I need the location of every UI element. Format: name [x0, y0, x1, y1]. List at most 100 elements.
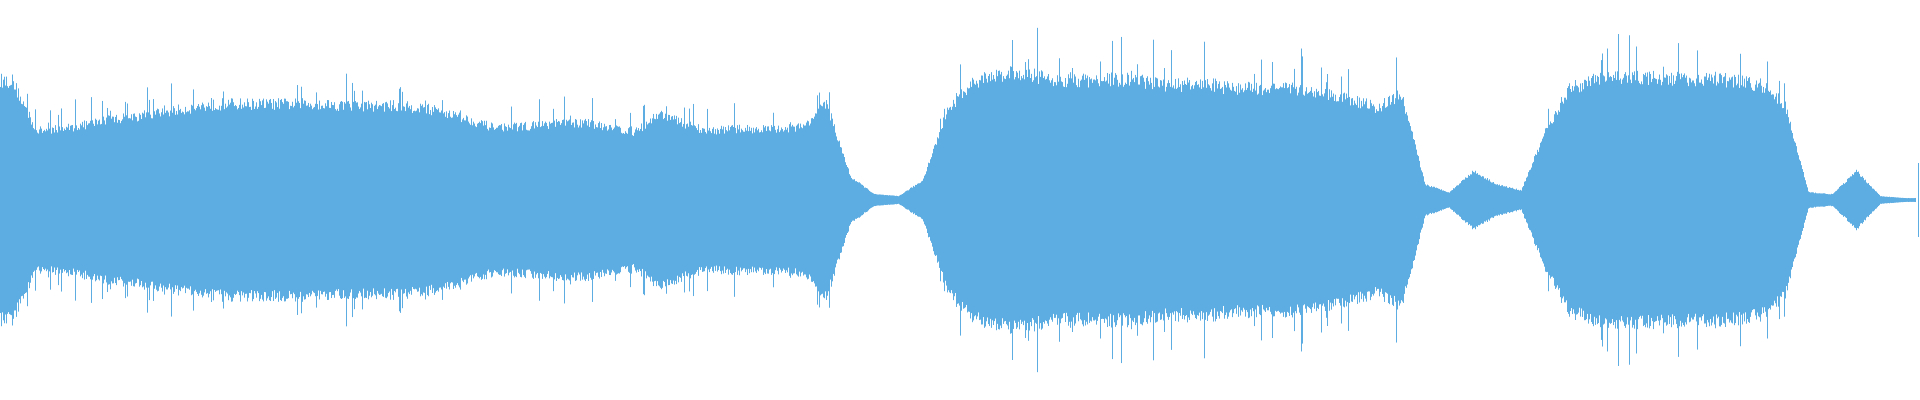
- waveform-sample: [153, 99, 154, 301]
- waveform-sample: [313, 107, 314, 293]
- waveform-sample: [102, 100, 103, 300]
- waveform-sample: [543, 125, 544, 275]
- waveform-sample: [1097, 79, 1098, 321]
- waveform-sample: [341, 101, 342, 299]
- waveform-sample: [1776, 93, 1777, 307]
- waveform-sample: [228, 99, 229, 301]
- waveform-sample: [154, 111, 155, 289]
- waveform-sample: [119, 120, 120, 280]
- waveform-sample: [362, 90, 363, 310]
- waveform-sample: [1701, 79, 1702, 321]
- waveform-sample: [1413, 139, 1414, 261]
- waveform-sample: [1641, 81, 1642, 319]
- waveform-sample: [589, 126, 590, 274]
- waveform-sample: [1209, 85, 1210, 315]
- waveform-sample: [1245, 83, 1246, 317]
- waveform-sample: [1544, 133, 1545, 267]
- waveform-sample: [1696, 78, 1697, 322]
- waveform-sample: [1311, 87, 1312, 313]
- waveform-sample: [1895, 197, 1896, 203]
- waveform-sample: [372, 104, 373, 296]
- waveform-sample: [158, 109, 159, 291]
- waveform-sample: [772, 126, 773, 274]
- waveform-sample: [1653, 70, 1654, 330]
- waveform-sample: [9, 85, 10, 315]
- waveform-sample: [1793, 138, 1794, 262]
- waveform-sample: [819, 92, 820, 308]
- waveform-sample: [1606, 80, 1607, 320]
- waveform-sample: [1715, 71, 1716, 329]
- waveform-sample: [1898, 197, 1899, 203]
- waveform-sample: [1182, 81, 1183, 319]
- waveform-sample: [1304, 95, 1305, 305]
- waveform-sample: [226, 107, 227, 293]
- waveform-sample: [1487, 178, 1488, 222]
- waveform-sample: [632, 135, 633, 265]
- waveform-sample: [218, 109, 219, 291]
- waveform-sample: [1455, 187, 1456, 213]
- waveform-sample: [176, 110, 177, 290]
- waveform-sample: [1141, 75, 1142, 325]
- waveform-sample: [655, 119, 656, 281]
- waveform-sample: [1712, 77, 1713, 323]
- waveform-sample: [1090, 79, 1091, 321]
- waveform-sample: [646, 121, 647, 279]
- waveform-sample: [1657, 83, 1658, 317]
- waveform-sample: [739, 124, 740, 276]
- waveform-sample: [1350, 105, 1351, 295]
- waveform-sample: [893, 195, 894, 205]
- waveform-sample: [587, 125, 588, 275]
- waveform-sample: [944, 108, 945, 292]
- waveform-sample: [507, 130, 508, 270]
- waveform-sample: [1820, 193, 1821, 207]
- waveform-sample: [967, 87, 968, 313]
- waveform-sample: [1775, 96, 1776, 304]
- waveform-sample: [910, 187, 911, 213]
- waveform-sample: [18, 88, 19, 312]
- waveform-sample: [383, 103, 384, 297]
- waveform-sample: [1448, 192, 1449, 208]
- waveform-sample: [1065, 78, 1066, 322]
- waveform-sample: [240, 98, 241, 302]
- waveform-sample: [1353, 105, 1354, 295]
- waveform-sample: [1783, 108, 1784, 292]
- waveform-sample: [1071, 78, 1072, 322]
- waveform-sample: [1779, 80, 1780, 320]
- waveform-sample: [1072, 68, 1073, 332]
- waveform-sample: [1004, 78, 1005, 322]
- waveform-sample: [717, 128, 718, 272]
- waveform-sample: [1002, 81, 1003, 319]
- waveform-sample: [586, 121, 587, 279]
- waveform-sample: [511, 106, 512, 294]
- waveform-sample: [452, 117, 453, 283]
- waveform-sample: [184, 114, 185, 286]
- waveform-sample: [1655, 78, 1656, 322]
- waveform-sample: [1227, 81, 1228, 319]
- waveform-sample: [53, 127, 54, 273]
- waveform-sample: [448, 113, 449, 287]
- waveform-sample: [837, 140, 838, 260]
- waveform-sample: [1498, 185, 1499, 215]
- waveform-sample: [1539, 147, 1540, 253]
- waveform-sample: [814, 116, 815, 284]
- waveform-sample: [826, 100, 827, 300]
- waveform-sample: [781, 127, 782, 273]
- waveform-sample: [1407, 115, 1408, 285]
- waveform-sample: [602, 130, 603, 270]
- waveform-sample: [950, 106, 951, 294]
- waveform-sample: [297, 85, 298, 315]
- waveform-sample: [1238, 83, 1239, 317]
- waveform-sample: [711, 133, 712, 267]
- waveform-sample: [1095, 80, 1096, 320]
- waveform-sample: [1566, 99, 1567, 301]
- waveform-sample: [618, 126, 619, 274]
- waveform-sample: [35, 109, 36, 291]
- waveform-sample: [521, 122, 522, 278]
- waveform-sample: [348, 100, 349, 300]
- waveform-sample: [1732, 76, 1733, 324]
- waveform-sample: [840, 147, 841, 253]
- waveform-sample: [897, 196, 898, 204]
- waveform-sample: [4, 76, 5, 324]
- waveform-sample: [1368, 108, 1369, 292]
